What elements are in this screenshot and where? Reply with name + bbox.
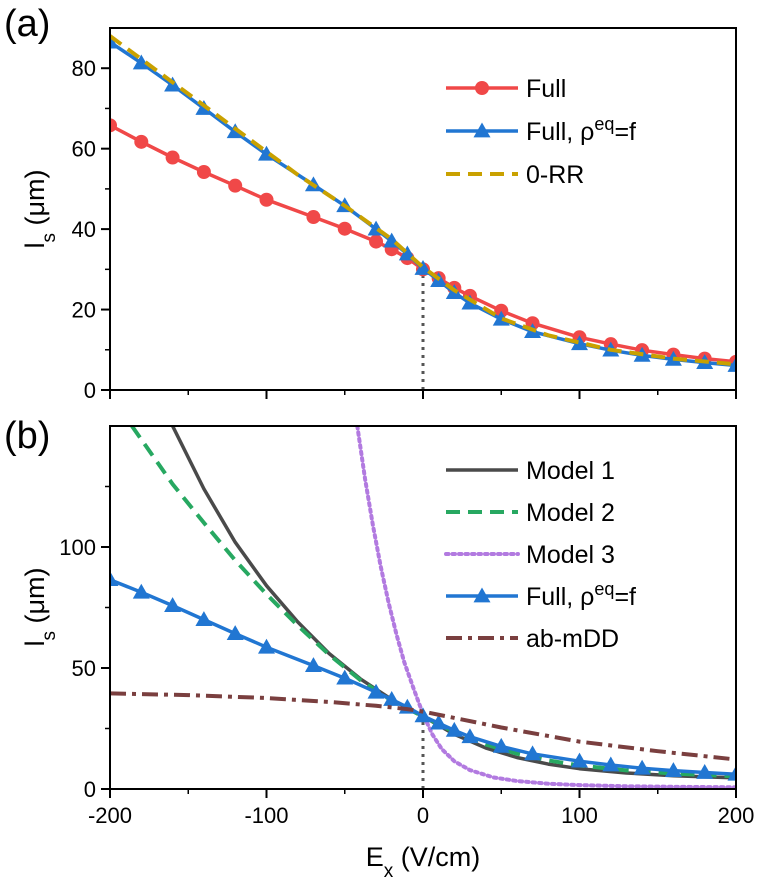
panel-a-legend: Full Full, ρeq=f 0-RR [446,75,636,189]
legend-entry-tail: =f [614,583,636,611]
x-tick-label: -100 [244,803,288,828]
legend-entry: 0-RR [526,161,584,189]
panel-a-label: (a) [4,3,50,45]
legend-entry-main: Model 3 [526,541,615,569]
panel-b-legend: Model 1 Model 2 Model 3 Full, ρeq=f ab-mDD [444,457,636,653]
data-point [110,118,117,133]
panel-b: (b) -200 -100 0 100 200 0 50 100 ls (μm) Ex (V/… [4,415,754,880]
panel-a-ylabel: ls (μm) [20,169,60,248]
data-point [571,335,588,351]
data-point [304,657,322,672]
panel-a-marks: 0 20 40 60 80 [72,33,737,403]
y-tick-label: 40 [72,217,96,242]
data-point [337,221,352,236]
data-point [430,714,448,730]
panel-b-label: (b) [4,415,50,457]
legend-entry-main: ab-mDD [526,625,619,653]
series-line-full [110,123,736,364]
legend-entry-main: Model 1 [526,457,615,485]
legend-entry-sup: eq [594,114,614,134]
data-point [369,234,384,249]
legend-marker [475,81,489,95]
legend-entry-tail: =f [614,118,636,146]
data-point [226,625,244,641]
y-tick-label: 0 [84,777,96,802]
data-point [727,765,736,781]
legend-entry: Model 3 [526,541,615,569]
data-point [696,764,714,779]
data-point [445,721,463,737]
series-layer [110,426,736,789]
data-point [492,737,510,753]
legend-entry: Model 2 [526,499,615,527]
legend-entry: Full, ρeq=f [526,114,636,146]
legend-entry: Model 1 [526,457,615,485]
legend-entry: ab-mDD [526,625,619,653]
data-point [165,150,180,165]
data-point [524,745,542,761]
panel-a-frame [109,27,737,391]
y-tick-label: 20 [72,298,96,323]
data-point [664,762,682,777]
panel-b-xlabel: Ex (V/cm) [366,842,481,880]
data-point [228,178,243,193]
legend-entry-main: Full, ρ [526,583,594,611]
legend-entry-main: Full, ρ [526,118,594,146]
series-line-0-rr [110,34,736,367]
data-point [571,752,588,768]
x-tick-label: 100 [561,803,598,828]
data-point [258,638,275,654]
data-point [383,690,401,706]
data-point [164,597,182,612]
x-tick-label: 200 [718,803,755,828]
panel-b-frame [109,425,737,790]
data-point [461,294,479,310]
data-point [134,134,149,149]
y-tick-label: 100 [59,535,96,560]
legend-entry-sup: eq [594,579,614,599]
y-tick-label: 0 [84,378,96,403]
data-point [259,192,274,207]
data-point [110,571,119,587]
series-line-model-3 [355,426,736,789]
data-point [367,683,385,699]
y-tick-label: 60 [72,137,96,162]
data-point [336,669,354,685]
x-tick-label: -200 [88,803,132,828]
data-point [461,728,479,744]
data-point [195,611,213,626]
panel-b-marks: -200 -100 0 100 200 0 50 100 [59,426,754,828]
y-tick-label: 80 [72,56,96,81]
data-point [132,54,150,70]
data-point [132,583,150,599]
panel-b-ylabel: ls (μm) [20,567,60,646]
series-line-ab-mdd [110,691,736,762]
data-point [398,245,416,261]
series-layer [110,33,736,372]
legend-entry-main: Model 2 [526,499,615,527]
legend-entry-main: 0-RR [526,161,584,189]
x-tick-label: 0 [417,803,429,828]
legend-marker [473,587,491,603]
data-point [196,164,211,179]
series-line-full-eq-f [110,578,736,776]
legend-entry: Full [526,75,566,103]
legend-entry-main: Full [526,75,566,103]
data-point [633,759,651,775]
data-point [602,756,620,772]
data-point [414,260,432,275]
data-point [306,210,321,225]
panel-a: (a) 0 20 40 60 80 ls (μm) Full Full, ρeq=f 0-R… [4,3,737,403]
data-point [727,356,736,372]
y-tick-label: 50 [72,656,96,681]
data-point [414,707,432,723]
legend-marker [473,122,491,138]
legend-entry: Full, ρeq=f [526,579,636,611]
